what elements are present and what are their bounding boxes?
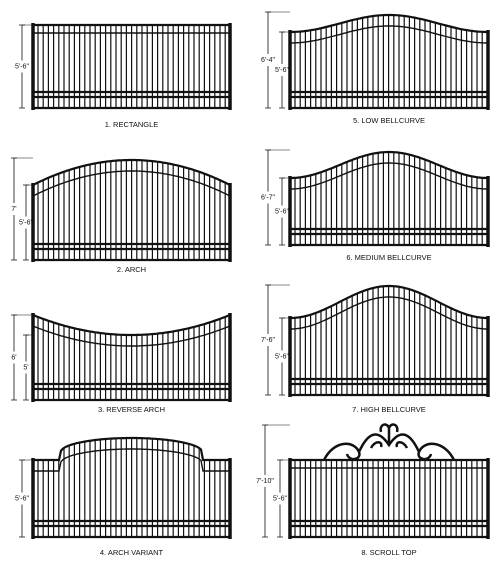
scroll-ornament — [322, 423, 456, 461]
dimension-line — [279, 31, 285, 109]
dimension-label: 5'-6" — [273, 495, 287, 502]
inner-rail — [32, 325, 230, 347]
inner-rail — [32, 170, 230, 197]
gate-caption: 6. MEDIUM BELLCURVE — [346, 253, 431, 262]
dimension-label: 5' — [23, 364, 28, 371]
pickets — [294, 152, 483, 245]
inner-rail — [33, 448, 229, 472]
dimension-label: 5'-6" — [275, 353, 289, 360]
top-rail — [290, 150, 488, 180]
dimension-label: 5'-6" — [275, 67, 289, 74]
top-rail — [32, 158, 230, 186]
dimension-line — [11, 157, 17, 261]
dimension-label: 7' — [11, 206, 16, 213]
dimension-line — [265, 11, 271, 109]
dimension-label: 5'-6" — [275, 208, 289, 215]
top-rail — [290, 284, 488, 320]
gate-caption: 1. RECTANGLE — [105, 120, 159, 129]
dimension-line — [23, 184, 29, 261]
dimension-line — [262, 424, 268, 538]
pickets — [294, 460, 483, 537]
dimension-line — [265, 149, 271, 246]
pickets — [37, 316, 226, 400]
inner-rail — [290, 25, 488, 44]
dimension-line — [279, 177, 285, 246]
dimension-label: 7'-10" — [256, 478, 274, 485]
dimension-line — [11, 314, 17, 401]
gate-caption: 7. HIGH BELLCURVE — [352, 405, 426, 414]
dimension-label: 5'-6" — [15, 495, 29, 502]
inner-rail — [290, 162, 488, 190]
inner-rail — [290, 296, 488, 330]
gate-caption: 5. LOW BELLCURVE — [353, 116, 425, 125]
gate-caption: 8. SCROLL TOP — [361, 548, 416, 557]
dimension-label: 6'-7" — [261, 194, 275, 201]
gate-caption: 3. REVERSE ARCH — [98, 405, 165, 414]
dimension-label: 5'-6" — [15, 63, 29, 70]
pickets — [294, 286, 483, 395]
dimension-label: 5'-6" — [19, 219, 33, 226]
pickets — [37, 160, 226, 260]
dimension-label: 6'-4" — [261, 57, 275, 64]
pickets — [37, 438, 226, 537]
top-rail — [33, 436, 229, 462]
dimension-line — [277, 459, 283, 538]
dimension-line — [265, 284, 271, 396]
pickets — [294, 15, 483, 108]
gate-caption: 2. ARCH — [117, 265, 146, 274]
dimension-line — [279, 317, 285, 396]
gate-caption: 4. ARCH VARIANT — [100, 548, 164, 557]
dimension-line — [23, 334, 29, 401]
pickets — [37, 25, 226, 108]
top-rail — [290, 13, 488, 34]
dimension-label: 6' — [11, 354, 16, 361]
dimension-line — [19, 459, 25, 538]
dimension-line — [19, 24, 25, 109]
dimension-label: 7'-6" — [261, 337, 275, 344]
top-rail — [32, 313, 230, 337]
